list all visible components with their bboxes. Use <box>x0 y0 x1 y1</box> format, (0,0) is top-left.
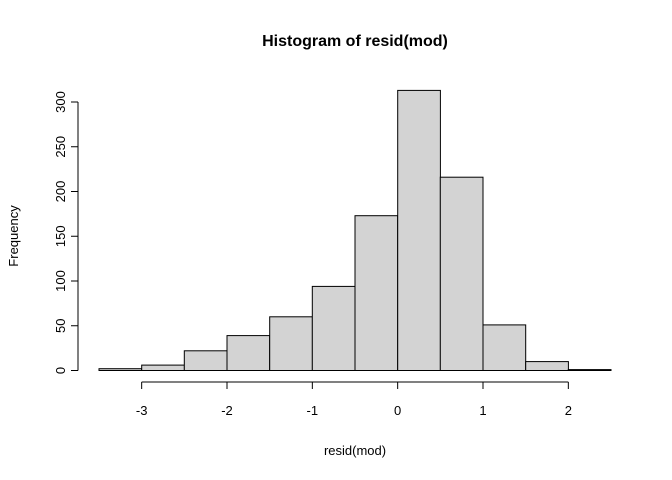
histogram-bar-11 <box>567 369 612 372</box>
histogram-bar-5 <box>311 285 356 371</box>
x-axis-label: resid(mod) <box>324 443 386 458</box>
histogram-bar-2 <box>183 350 228 371</box>
x-tick-label: 2 <box>565 403 572 418</box>
histogram-bar-9 <box>482 324 527 371</box>
histogram-bar-10 <box>525 361 569 372</box>
x-tick-label: -1 <box>307 403 319 418</box>
y-axis-label: Frequency <box>6 205 21 267</box>
x-tick-label: -2 <box>221 403 233 418</box>
x-tick-label: -3 <box>136 403 148 418</box>
histogram-bar-7 <box>397 89 441 372</box>
x-tick-label: 1 <box>479 403 486 418</box>
x-axis: -3 -2 -1 0 1 2 <box>136 381 572 418</box>
y-axis: 0 50 100 150 200 250 300 <box>53 91 79 374</box>
y-tick-label: 250 <box>53 136 68 158</box>
histogram-bar-0 <box>98 368 143 372</box>
histogram-bar-6 <box>354 215 399 371</box>
y-tick-label: 0 <box>53 367 68 374</box>
histogram-bar-8 <box>439 176 484 371</box>
histogram-bar-3 <box>226 335 271 372</box>
histogram-bar-1 <box>141 364 185 372</box>
chart-title: Histogram of resid(mod) <box>262 33 448 50</box>
y-tick-label: 200 <box>53 181 68 203</box>
y-tick-label: 300 <box>53 91 68 113</box>
x-tick-label: 0 <box>394 403 401 418</box>
histogram-bar-4 <box>269 316 313 371</box>
y-tick-label: 50 <box>53 319 68 333</box>
bars-group <box>98 89 612 372</box>
y-tick-label: 100 <box>53 270 68 292</box>
y-tick-label: 150 <box>53 225 68 247</box>
